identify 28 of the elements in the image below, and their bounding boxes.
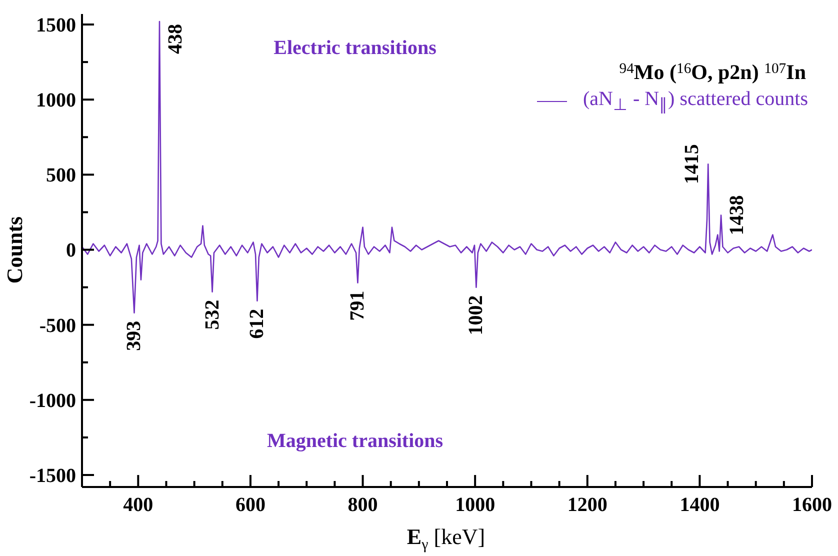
- x-tick-label: 1400: [680, 494, 720, 516]
- y-tick-label: 1000: [36, 90, 76, 112]
- text: $^{94}$Mo ($^{16}$O, p2n) $^{107}$In: [619, 60, 806, 84]
- annotation: 612: [246, 308, 268, 339]
- y-tick-label: 0: [66, 240, 76, 262]
- legend-label: (aN$_{⊥}$ - N$_{∥}$) scattered counts: [582, 88, 808, 115]
- x-tick-label: 400: [123, 494, 154, 516]
- annotation: 393: [123, 320, 146, 351]
- y-tick-label: -500: [39, 314, 76, 337]
- annotation: 1002: [465, 295, 488, 336]
- y-tick-label: 1500: [36, 14, 76, 37]
- y-axis-title: Counts: [2, 216, 27, 284]
- x-tick-label: 1600: [792, 494, 832, 516]
- annotation: 438: [164, 24, 186, 54]
- annotation: 532: [201, 300, 224, 330]
- x-tick-label: 600: [235, 494, 266, 516]
- annotation: 1438: [726, 195, 748, 236]
- annotation: Electric transitions: [274, 37, 437, 59]
- y-tick-label: -1500: [29, 464, 76, 487]
- y-tick-label: 500: [46, 164, 76, 187]
- annotation: 1415: [681, 144, 704, 184]
- annotation: 791: [346, 290, 369, 321]
- x-axis-title: E$_{γ}$ [keV]: [406, 524, 486, 552]
- annotation: Magnetic transitions: [266, 430, 444, 452]
- x-tick-label: 1000: [455, 494, 496, 516]
- x-tick-label: 800: [348, 494, 378, 516]
- y-tick-label: -1000: [29, 390, 76, 412]
- x-tick-label: 1200: [567, 494, 608, 516]
